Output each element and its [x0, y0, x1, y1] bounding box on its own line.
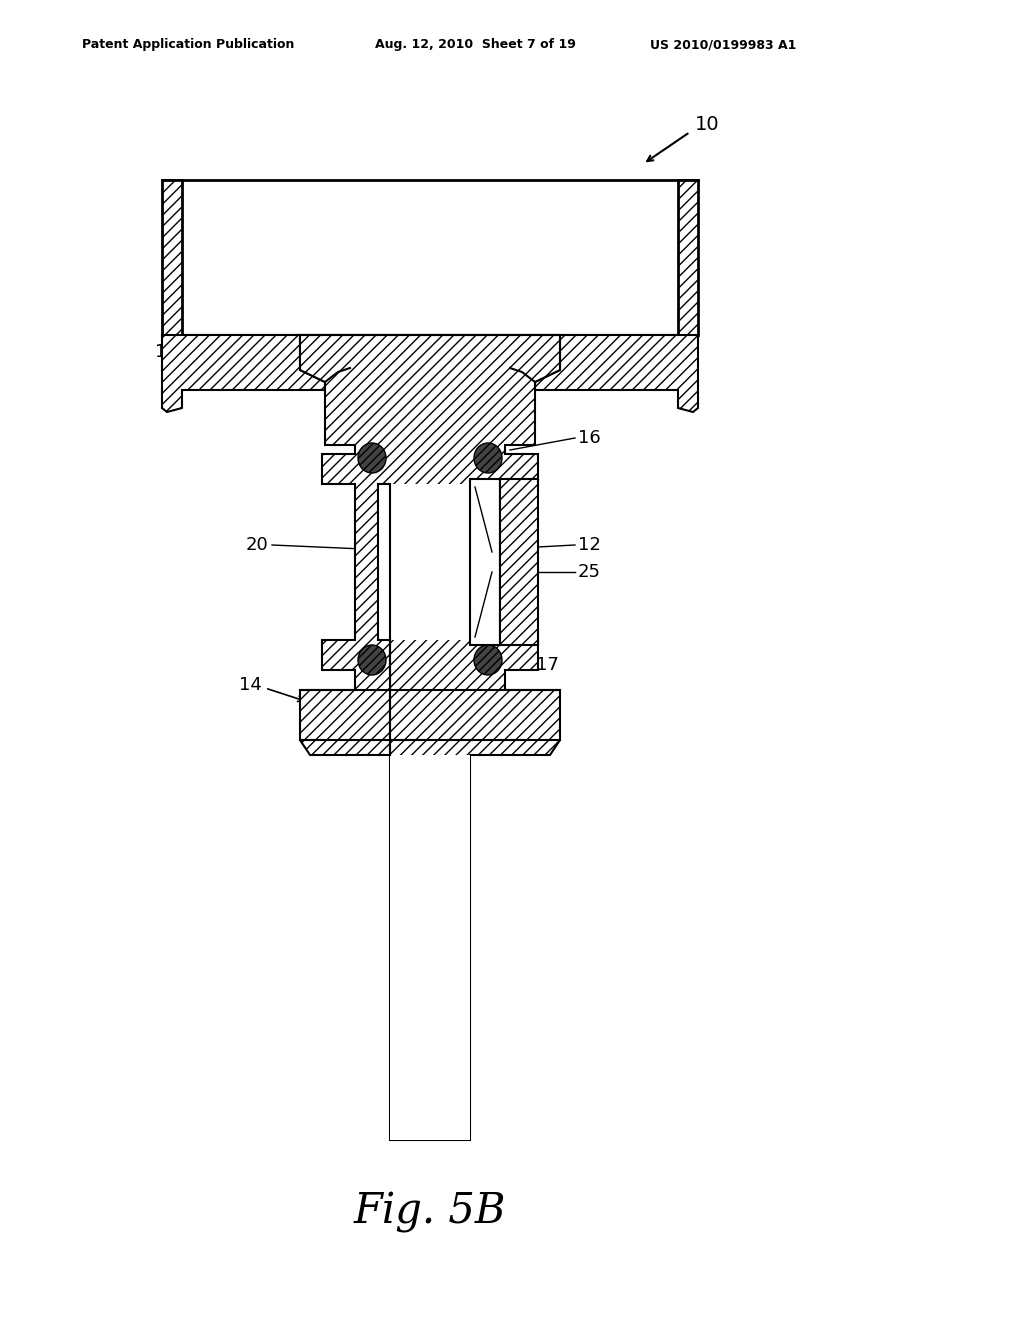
Polygon shape: [162, 335, 325, 412]
Bar: [470, 479, 500, 645]
Ellipse shape: [358, 444, 386, 473]
Text: US 2010/0199983 A1: US 2010/0199983 A1: [650, 38, 797, 51]
Ellipse shape: [474, 645, 502, 675]
Polygon shape: [535, 335, 698, 412]
Text: 25: 25: [578, 564, 601, 581]
Bar: [378, 484, 470, 640]
Text: 17: 17: [536, 656, 559, 675]
Ellipse shape: [358, 645, 386, 675]
Polygon shape: [300, 335, 560, 1140]
Text: 10: 10: [695, 116, 720, 135]
Bar: [500, 479, 538, 645]
Text: Fig. 5B: Fig. 5B: [353, 1191, 506, 1233]
Text: 12: 12: [578, 536, 601, 554]
Polygon shape: [162, 180, 182, 335]
Text: 11: 11: [156, 343, 178, 360]
Text: Patent Application Publication: Patent Application Publication: [82, 38, 294, 51]
Polygon shape: [678, 180, 698, 335]
Text: 20: 20: [246, 536, 268, 554]
Bar: [390, 755, 470, 1140]
Ellipse shape: [474, 444, 502, 473]
Text: 14: 14: [240, 676, 262, 694]
Text: Aug. 12, 2010  Sheet 7 of 19: Aug. 12, 2010 Sheet 7 of 19: [375, 38, 575, 51]
Text: 16: 16: [578, 429, 601, 447]
